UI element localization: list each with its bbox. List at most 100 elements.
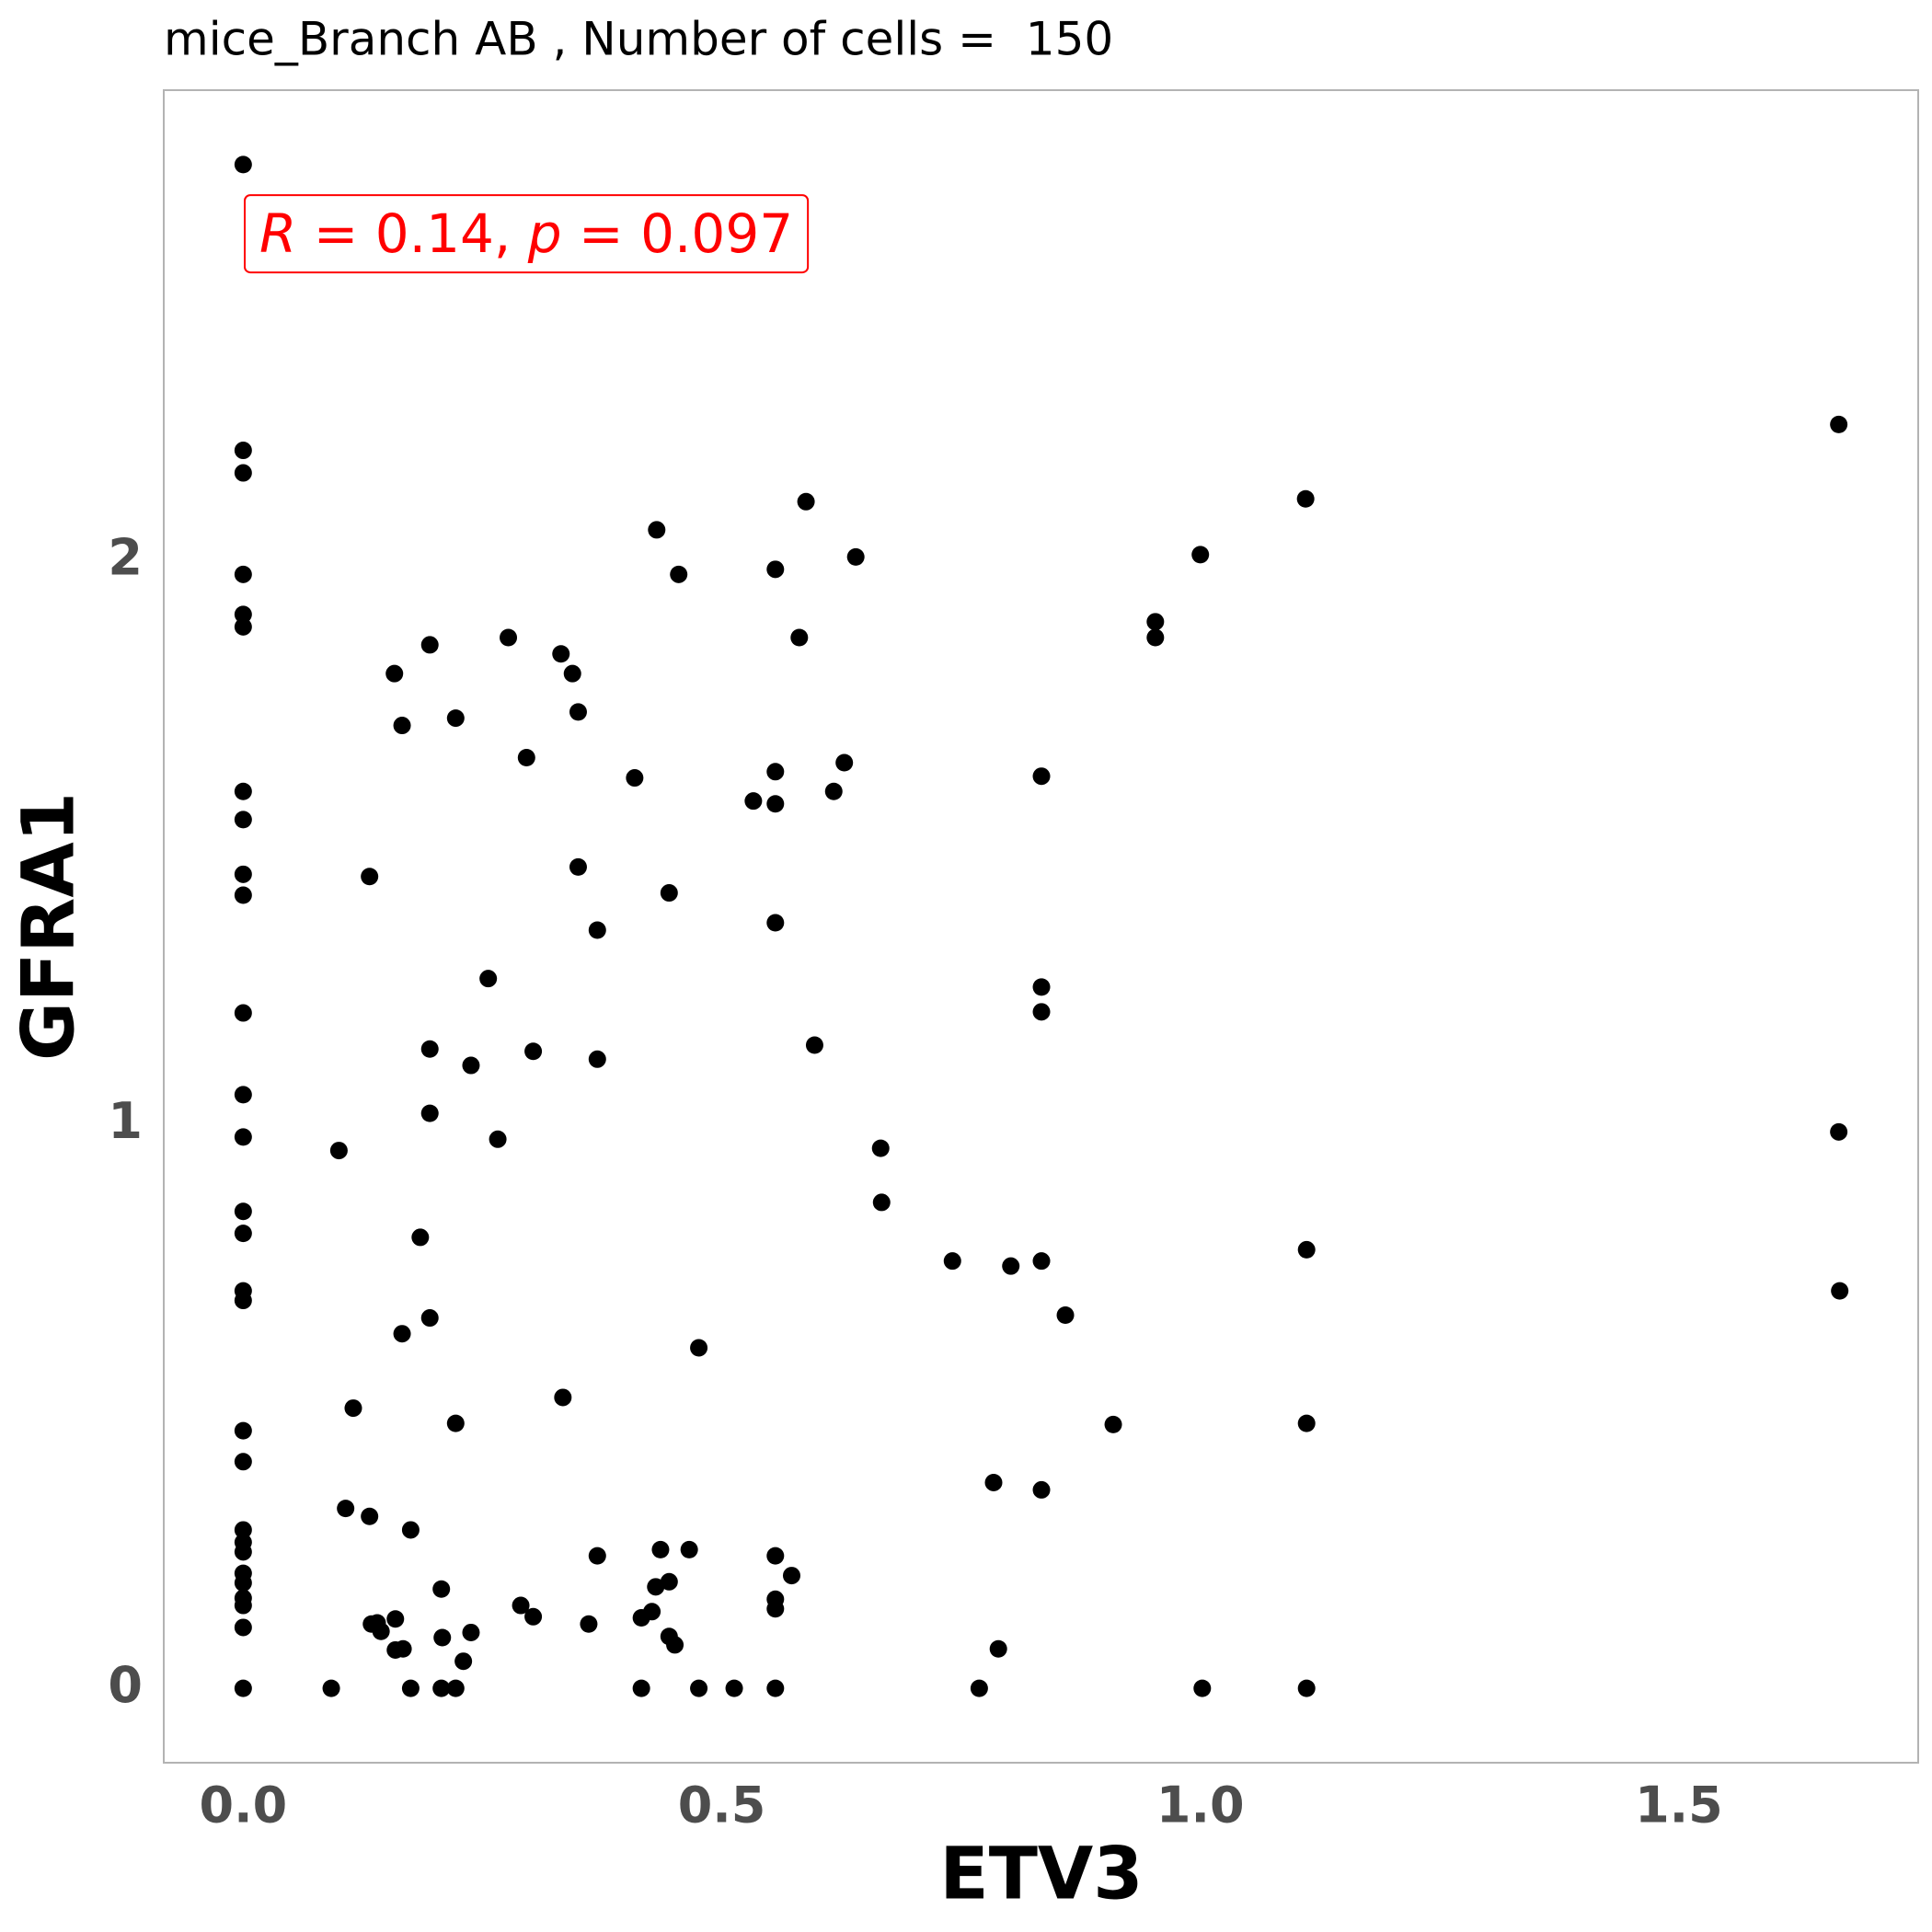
point — [393, 1325, 411, 1343]
point — [680, 1540, 698, 1558]
point — [643, 1603, 661, 1621]
point — [329, 1142, 348, 1160]
point — [385, 664, 404, 683]
point — [725, 1679, 743, 1697]
point — [322, 1679, 340, 1697]
point — [805, 1036, 823, 1054]
point — [766, 1679, 785, 1697]
point — [1032, 1003, 1051, 1021]
point — [554, 1388, 572, 1407]
point — [454, 1652, 473, 1671]
point — [552, 645, 570, 663]
point — [626, 769, 644, 788]
point — [690, 1339, 708, 1357]
point — [234, 1086, 252, 1104]
point — [1191, 546, 1210, 564]
x-tick-label: 0.0 — [200, 1777, 288, 1834]
point — [420, 636, 439, 654]
point — [563, 664, 581, 683]
point — [766, 560, 785, 579]
point — [372, 1622, 390, 1640]
point — [234, 811, 252, 829]
y-axis-title: GFRA1 — [7, 792, 90, 1061]
point — [1297, 1679, 1316, 1697]
point — [835, 753, 854, 772]
point — [411, 1228, 430, 1247]
x-tick-label: 1.0 — [1156, 1777, 1245, 1834]
point — [666, 1636, 684, 1654]
point — [1831, 1282, 1849, 1300]
point — [234, 605, 252, 624]
point — [943, 1252, 961, 1271]
point — [361, 868, 379, 886]
y-tick-label: 0 — [108, 1656, 143, 1714]
point — [588, 1050, 606, 1068]
point — [432, 1580, 451, 1598]
point — [1146, 628, 1165, 647]
chart-title: mice_Branch AB , Number of cells = 150 — [164, 13, 1113, 66]
point — [1830, 415, 1848, 433]
point — [234, 1225, 252, 1243]
point — [446, 1414, 465, 1432]
point — [1297, 1414, 1316, 1432]
point — [420, 1040, 439, 1058]
point — [1032, 978, 1051, 996]
x-tick-label: 0.5 — [678, 1777, 766, 1834]
y-tick-label: 2 — [108, 528, 143, 586]
point — [782, 1567, 800, 1585]
point — [234, 442, 252, 460]
point — [446, 1679, 465, 1697]
point — [1032, 1252, 1051, 1271]
point — [234, 464, 252, 482]
point — [766, 1600, 785, 1618]
point — [512, 1596, 530, 1615]
point — [790, 628, 809, 647]
point — [420, 1104, 439, 1122]
point — [234, 1421, 252, 1440]
point — [766, 795, 785, 813]
point — [234, 1521, 252, 1539]
point — [462, 1623, 480, 1641]
point — [1104, 1415, 1122, 1433]
point — [479, 970, 498, 988]
point — [394, 1639, 412, 1658]
point — [1032, 767, 1051, 786]
point — [401, 1521, 420, 1539]
point — [234, 1596, 252, 1615]
point — [569, 703, 587, 721]
point — [234, 1574, 252, 1593]
point — [234, 782, 252, 800]
point — [580, 1615, 598, 1633]
point — [1296, 489, 1315, 508]
point — [1146, 613, 1165, 631]
point — [344, 1399, 362, 1418]
point — [234, 1292, 252, 1310]
point — [361, 1507, 379, 1525]
point — [489, 1130, 507, 1148]
point — [234, 617, 252, 636]
point — [588, 921, 606, 939]
x-axis-title: ETV3 — [939, 1833, 1143, 1915]
plot-frame — [163, 89, 1919, 1764]
point — [234, 865, 252, 883]
annotation-part: R — [259, 202, 296, 265]
point — [524, 1042, 543, 1061]
point — [433, 1628, 452, 1647]
point — [234, 1543, 252, 1561]
x-tick-label: 1.5 — [1635, 1777, 1723, 1834]
point — [446, 709, 465, 728]
point — [500, 628, 518, 647]
point — [1193, 1679, 1212, 1697]
point — [984, 1473, 1003, 1491]
point — [660, 884, 678, 903]
point — [234, 1679, 252, 1697]
point — [1830, 1122, 1848, 1141]
point — [234, 565, 252, 583]
point — [872, 1193, 891, 1212]
point — [569, 857, 587, 876]
point — [766, 1547, 785, 1565]
point — [234, 1453, 252, 1471]
point — [989, 1639, 1007, 1658]
